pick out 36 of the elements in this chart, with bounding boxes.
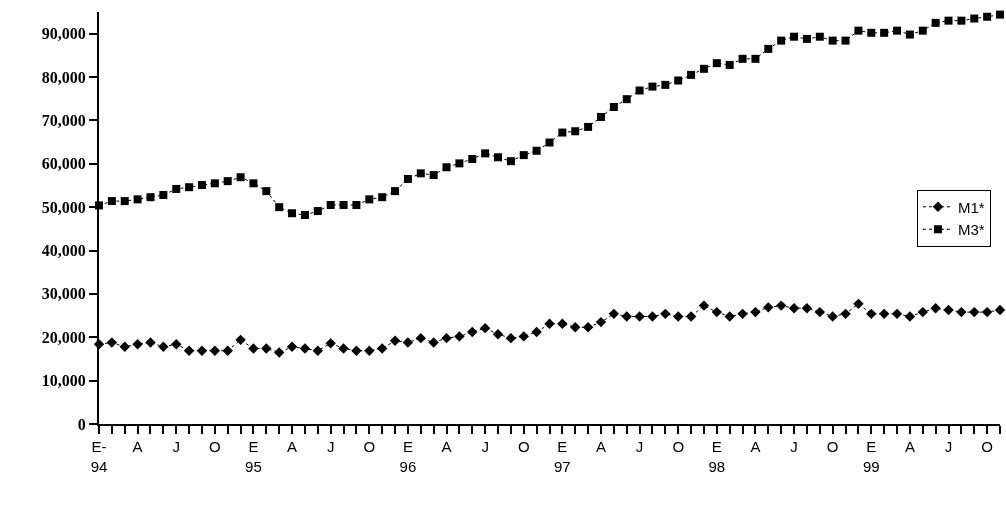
x-tick-label: A xyxy=(287,438,298,455)
x-tick-label: O xyxy=(981,438,993,455)
x-tick-label: A xyxy=(595,438,606,455)
x-tick-label: E 99 xyxy=(862,438,880,475)
x-tick-label: O xyxy=(363,438,376,455)
y-tick-label: 30,000 xyxy=(41,285,86,303)
x-tick-label: E 98 xyxy=(708,438,726,475)
x-tick-label: A xyxy=(132,438,143,455)
y-tick-label: 50,000 xyxy=(41,198,86,216)
x-tick-label: A xyxy=(750,438,761,455)
y-tick-label: 40,000 xyxy=(41,242,86,260)
x-tick-label: O xyxy=(517,438,530,455)
x-tick-label: A xyxy=(441,438,452,455)
y-tick-label: 20,000 xyxy=(41,328,86,346)
x-tick-label: E 96 xyxy=(399,438,417,475)
x-tick-label: A xyxy=(904,438,915,455)
x-tick-label: O xyxy=(826,438,839,455)
y-tick-label: 60,000 xyxy=(41,155,86,173)
x-tick-label: J xyxy=(635,438,644,455)
x-tick-label: E- 94 xyxy=(90,438,108,475)
x-tick-label: E 95 xyxy=(245,438,262,475)
x-tick-label: J xyxy=(481,438,489,455)
y-tick-label: 80,000 xyxy=(41,68,86,86)
x-tick-label: O xyxy=(672,438,685,455)
y-tick-label: 90,000 xyxy=(41,25,86,43)
x-tick-label: J xyxy=(326,438,335,455)
legend-label: M3* xyxy=(957,221,985,239)
y-tick-label: 0 xyxy=(77,415,86,433)
legend-label: M1* xyxy=(957,198,985,216)
x-tick-label: J xyxy=(944,438,953,455)
y-tick-label: 10,000 xyxy=(41,372,86,390)
x-tick-label: O xyxy=(209,438,221,455)
y-tick-label: 70,000 xyxy=(41,112,86,130)
x-tick-label: J xyxy=(172,438,180,455)
x-tick-label: J xyxy=(790,438,798,455)
x-tick-label: E 97 xyxy=(554,438,571,475)
